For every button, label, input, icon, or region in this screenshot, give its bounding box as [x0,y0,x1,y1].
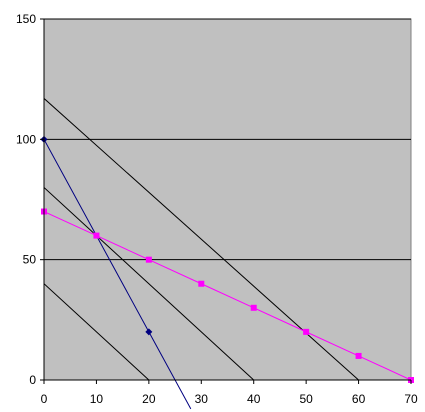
series-5-marker-4 [198,280,205,287]
series-line-2 [44,187,255,381]
y-tick-label-50: 50 [23,253,37,267]
y-ticks: 0 50 100 150 [16,12,44,387]
x-tick-label-50: 50 [299,392,313,406]
series-5-marker-2 [93,232,100,239]
gridlines [44,18,411,261]
x-tick-label-0: 0 [41,392,48,406]
axes [43,19,411,381]
series-5-marker-7 [355,352,362,359]
series-4-marker-2 [145,328,153,336]
x-tick-label-30: 30 [195,392,209,406]
series-5-marker-5 [250,304,257,311]
series-5-marker-6 [303,328,310,335]
series-line-5 [44,211,411,381]
x-ticks: 0 10 20 30 40 50 60 70 [41,380,418,406]
plot-area [43,18,412,381]
x-tick-label-40: 40 [247,392,261,406]
x-tick-label-70: 70 [404,392,418,406]
y-tick-label-150: 150 [16,12,36,26]
x-tick-label-20: 20 [142,392,156,406]
series-5-marker-3 [145,256,152,263]
x-tick-label-10: 10 [90,392,104,406]
y-tick-label-100: 100 [16,132,36,146]
y-tick-label-0: 0 [29,373,36,387]
series-line-1 [44,283,150,381]
x-tick-label-60: 60 [352,392,366,406]
